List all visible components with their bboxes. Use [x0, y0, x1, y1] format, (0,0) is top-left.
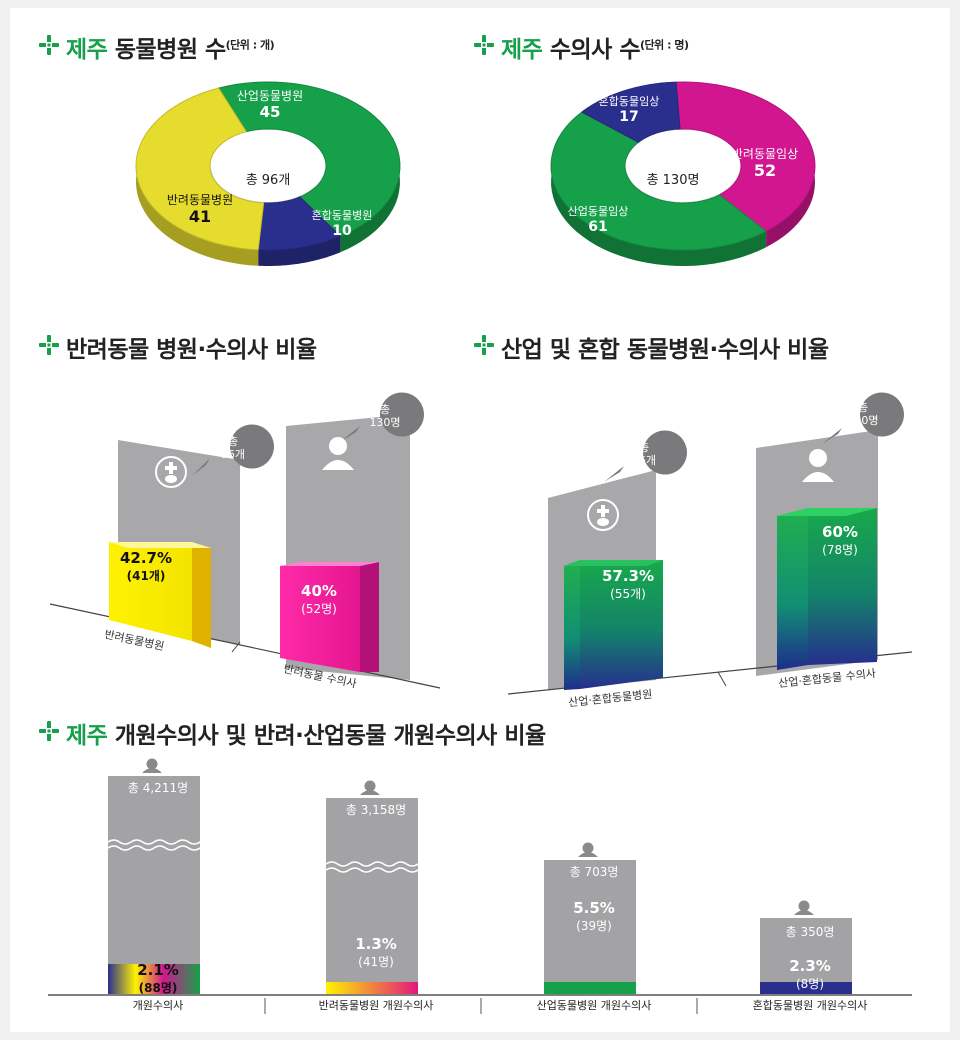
bar-label-industrial-hospitals: 57.3% (55개) — [601, 567, 655, 602]
total-label-practice-industrial: 총 703명 — [569, 865, 619, 879]
slice-label-mixed-vets: 혼합동물임상 17 — [598, 95, 660, 125]
veterinarian-icon — [142, 758, 162, 773]
axis-break — [107, 839, 212, 845]
donut-center-label: 총 130명 — [646, 173, 700, 188]
axis-label-practice-all: 개원수의사 — [132, 999, 184, 1012]
bar-companion-vets — [280, 566, 360, 672]
section-title-companion: 반려동물 병원·수의사 비율 — [66, 337, 317, 363]
section-title-hospitals: 제주 동물병원 수(단위 : 개) — [66, 37, 275, 63]
percent-bar — [760, 982, 852, 994]
total-column — [108, 776, 200, 994]
total-bubble-vets: 총 130명 — [369, 403, 401, 429]
percent-bar — [108, 964, 200, 994]
total-column — [544, 860, 636, 994]
slice-label-mixed: 혼합동물병원 10 — [311, 209, 373, 239]
clover-icon — [39, 335, 59, 355]
slice-label-industrial-vets: 산업동물임상 61 — [567, 205, 629, 235]
donut-hole — [211, 130, 325, 202]
bar-label-practice-all: 2.1% (88명) — [137, 961, 179, 996]
veterinarian-icon — [578, 842, 598, 857]
clover-icon — [39, 35, 59, 55]
clover-icon — [474, 35, 494, 55]
axis-label-practice-industrial: 산업동물병원 개원수의사 — [536, 999, 652, 1012]
hospital-icon — [587, 499, 619, 531]
axis-label-practice-companion: 반려동물병원 개원수의사 — [318, 999, 434, 1012]
axis-break — [325, 867, 430, 873]
total-column — [760, 918, 852, 994]
total-column — [326, 798, 418, 994]
bar-industrial-hospitals — [580, 560, 663, 689]
donut-hole — [626, 130, 740, 202]
slice-label-industrial: 산업동물병원 45 — [236, 89, 304, 121]
hospital-donut-chart — [135, 81, 401, 266]
companion-ratio-chart — [49, 392, 441, 689]
total-bubble-hospitals: 총 96개 — [631, 441, 657, 467]
hospital-icon — [155, 456, 187, 488]
percent-bar — [544, 982, 636, 994]
bar-label-companion-vets: 40% (52명) — [301, 582, 337, 617]
donut-slice — [580, 81, 681, 143]
total-bubble-vets: 총 130명 — [847, 401, 879, 427]
bar-label-practice-mixed: 2.3% (8명) — [789, 957, 831, 992]
total-label-practice-companion: 총 3,158명 — [345, 803, 407, 817]
axis-label-practice-mixed: 혼합동물병원 개원수의사 — [752, 999, 868, 1012]
section-title-vets: 제주 수의사 수(단위 : 명) — [501, 37, 689, 63]
total-label-practice-mixed: 총 350명 — [785, 925, 835, 939]
vet-donut-chart — [550, 81, 816, 266]
bar-label-practice-companion: 1.3% (41명) — [355, 935, 397, 970]
bar-label-companion-hospitals: 42.7% (41개) — [119, 549, 173, 584]
section-title-industrial: 산업 및 혼합 동물병원·수의사 비율 — [501, 337, 829, 363]
clover-icon — [474, 335, 494, 355]
bar-label-practice-industrial: 5.5% (39명) — [573, 899, 615, 934]
industrial-ratio-chart — [507, 392, 913, 695]
percent-bar — [326, 982, 418, 994]
total-bubble-hospitals: 총 96개 — [220, 435, 246, 461]
donut-slice — [135, 87, 265, 251]
bar-industrial-vets — [808, 508, 877, 665]
practice-ratio-chart — [48, 758, 912, 1014]
axis-break — [107, 845, 212, 851]
clover-icon — [39, 721, 59, 741]
veterinarian-icon — [802, 449, 834, 482]
donut-center-label: 총 96개 — [245, 173, 291, 188]
veterinarian-icon — [794, 900, 814, 915]
slice-label-companion: 반려동물병원 41 — [166, 193, 234, 226]
veterinarian-icon — [322, 437, 354, 470]
bar-label-industrial-vets: 60% (78명) — [822, 523, 858, 558]
axis-break — [325, 861, 430, 867]
bar-companion-hospitals — [109, 542, 192, 641]
section-title-practice: 제주 개원수의사 및 반려·산업동물 개원수의사 비율 — [66, 723, 546, 749]
veterinarian-icon — [360, 780, 380, 795]
slice-label-companion-vets: 반려동물임상 52 — [731, 147, 799, 180]
total-label-practice-all: 총 4,211명 — [127, 781, 189, 795]
